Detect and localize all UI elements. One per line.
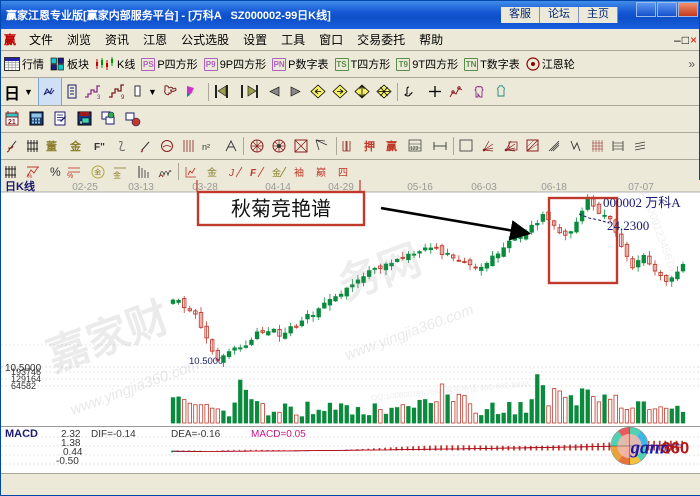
svg-text:金: 金 xyxy=(113,170,121,179)
svg-text:9: 9 xyxy=(121,95,125,99)
svg-text:3: 3 xyxy=(97,95,101,99)
svg-text:F: F xyxy=(250,168,257,179)
svg-text:四: 四 xyxy=(338,168,348,179)
svg-text:02-25: 02-25 xyxy=(72,182,98,193)
svg-text:000002 万科A: 000002 万科A xyxy=(603,195,681,210)
svg-text:06-03: 06-03 xyxy=(471,182,497,193)
svg-text:21: 21 xyxy=(8,119,16,126)
svg-text:董: 董 xyxy=(46,139,57,153)
svg-text:F": F" xyxy=(94,142,105,153)
svg-text:03-13: 03-13 xyxy=(128,182,154,193)
svg-text:24.2300: 24.2300 xyxy=(607,218,649,233)
svg-text:05-16: 05-16 xyxy=(407,182,433,193)
svg-text:%: % xyxy=(27,174,33,179)
svg-text:押: 押 xyxy=(364,139,375,153)
svg-text:64582: 64582 xyxy=(11,381,36,391)
svg-text:QQ:1008001987654 客服电话:400-600: QQ:1008001987654 客服电话:400-600-8888 xyxy=(371,378,531,402)
svg-text:袖: 袖 xyxy=(294,166,304,179)
svg-text:-0.50: -0.50 xyxy=(56,456,79,467)
svg-text:www.yingjia360.com: www.yingjia360.com xyxy=(342,301,476,363)
svg-text:务网: 务网 xyxy=(332,235,427,308)
svg-text:DIF=-0.14: DIF=-0.14 xyxy=(91,429,136,440)
svg-text:金: 金 xyxy=(207,166,217,179)
svg-text:巅: 巅 xyxy=(316,167,326,179)
svg-text:J: J xyxy=(228,168,235,179)
svg-text:%: % xyxy=(67,173,73,179)
svg-text:360: 360 xyxy=(662,439,690,458)
svg-text:DEA=-0.16: DEA=-0.16 xyxy=(171,429,221,440)
svg-text:MACD: MACD xyxy=(5,428,38,440)
svg-text:123: 123 xyxy=(410,146,419,152)
svg-text:06-18: 06-18 xyxy=(541,182,567,193)
svg-text:MACD=0.05: MACD=0.05 xyxy=(251,429,306,440)
svg-text:日K线: 日K线 xyxy=(5,180,35,193)
svg-text:金: 金 xyxy=(272,167,281,178)
svg-text:秋菊竞艳谱: 秋菊竞艳谱 xyxy=(231,198,331,221)
svg-text:金: 金 xyxy=(70,139,82,153)
svg-text:赢: 赢 xyxy=(386,139,397,153)
svg-text:金: 金 xyxy=(94,168,101,177)
svg-text:n²: n² xyxy=(202,142,210,152)
